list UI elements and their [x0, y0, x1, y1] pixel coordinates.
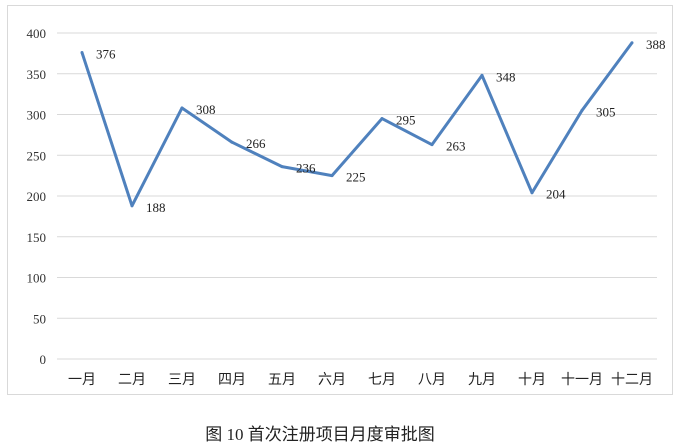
data-point — [280, 165, 284, 169]
x-tick-label: 十二月 — [611, 372, 653, 388]
data-point — [380, 117, 384, 121]
y-tick-label: 150 — [27, 230, 47, 245]
data-label: 308 — [196, 102, 216, 117]
y-tick-label: 400 — [27, 26, 47, 41]
data-point — [580, 108, 584, 112]
data-label: 348 — [496, 69, 516, 84]
x-tick-label: 二月 — [118, 372, 146, 388]
y-tick-label: 0 — [40, 352, 47, 367]
x-tick-label: 五月 — [268, 372, 296, 388]
data-point — [480, 73, 484, 77]
figure-caption: 图 10 首次注册项目月度审批图 — [205, 425, 435, 444]
data-label: 266 — [246, 136, 266, 151]
y-tick-label: 50 — [33, 311, 46, 326]
data-point — [80, 51, 84, 55]
data-point — [630, 41, 634, 45]
data-point — [130, 204, 134, 208]
x-tick-label: 三月 — [168, 372, 196, 388]
data-point — [180, 106, 184, 110]
y-tick-label: 100 — [27, 271, 47, 286]
data-point — [330, 174, 334, 178]
y-tick-label: 250 — [27, 148, 47, 163]
x-tick-label: 十一月 — [561, 372, 603, 388]
data-point — [430, 143, 434, 147]
x-tick-label: 六月 — [318, 372, 346, 388]
data-point — [230, 140, 234, 144]
data-label: 188 — [146, 200, 166, 215]
y-tick-label: 300 — [27, 108, 47, 123]
chart-frame — [7, 5, 673, 395]
data-point — [530, 191, 534, 195]
data-label: 263 — [446, 139, 466, 154]
x-tick-label: 九月 — [468, 372, 496, 388]
x-tick-label: 一月 — [68, 372, 96, 388]
data-label: 204 — [546, 187, 566, 202]
x-tick-label: 七月 — [368, 372, 396, 388]
data-label: 225 — [346, 170, 366, 185]
data-label: 295 — [396, 113, 416, 128]
x-tick-label: 四月 — [218, 372, 246, 388]
data-label: 236 — [296, 161, 316, 176]
series-line — [80, 41, 634, 208]
data-label: 376 — [96, 47, 116, 62]
y-tick-label: 350 — [27, 67, 47, 82]
data-label: 388 — [646, 37, 666, 52]
data-label: 305 — [596, 104, 616, 119]
x-tick-label: 十月 — [518, 372, 546, 388]
y-tick-label: 200 — [27, 189, 47, 204]
x-tick-label: 八月 — [418, 372, 446, 388]
